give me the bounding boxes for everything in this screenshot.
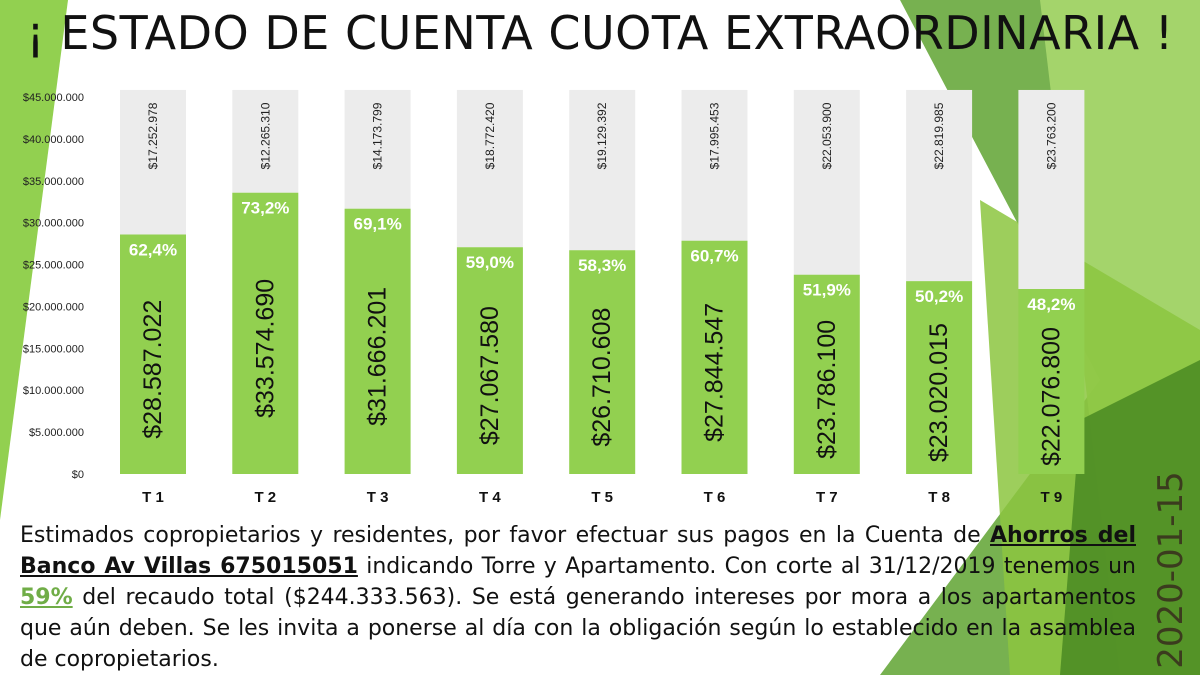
x-tick-label: T 2 (254, 489, 276, 506)
percent-label: 59,0% (466, 253, 514, 272)
payment-message: Estimados copropietarios y residentes, p… (20, 520, 1136, 675)
percent-label: 58,3% (578, 256, 626, 275)
x-tick-label: T 7 (816, 489, 838, 506)
pending-bar (569, 89, 636, 251)
paid-bar (681, 240, 748, 474)
y-tick-label: $25.000.000 (23, 260, 84, 272)
collection-percent: 59% (20, 585, 73, 610)
paid-bar (1018, 289, 1085, 474)
pending-bar (120, 89, 186, 235)
stacked-bar-chart: $0 $5.000.000 $10.000.000 $15.000.000 $20.00… (23, 89, 1085, 506)
x-tick-label: T 6 (704, 489, 726, 506)
pending-amount-label: $22.053.900 (820, 102, 834, 169)
x-tick-label: T 1 (142, 489, 164, 506)
message-end: del recaudo total ($244.333.563). Se est… (20, 585, 1136, 672)
y-tick-label: $5.000.000 (29, 427, 84, 439)
paid-amount-label: $22.076.800 (1037, 327, 1065, 466)
percent-label: 60,7% (690, 247, 738, 266)
page-title: ¡ ESTADO DE CUENTA CUOTA EXTRAORDINARIA … (26, 6, 1174, 60)
message-middle: indicando Torre y Apartamento. Con corte… (357, 554, 1137, 579)
pending-amount-label: $18.772.420 (483, 102, 497, 169)
pending-amount-label: $14.173.799 (371, 102, 385, 169)
paid-bar (569, 250, 636, 474)
x-tick-label: T 4 (479, 489, 501, 506)
paid-amount-label: $27.844.547 (701, 303, 729, 442)
y-tick-label: $0 (72, 469, 84, 481)
percent-label: 48,2% (1027, 295, 1075, 314)
percent-label: 69,1% (353, 215, 401, 234)
percent-label: 62,4% (129, 241, 177, 260)
y-tick-label: $35.000.000 (23, 176, 84, 188)
paid-bar (344, 208, 411, 474)
paid-amount-label: $27.067.580 (476, 306, 504, 445)
x-tick-label: T 5 (591, 489, 613, 506)
y-tick-label: $40.000.000 (23, 134, 84, 146)
pending-amount-label: $17.252.978 (146, 102, 160, 169)
x-tick-label: T 9 (1041, 489, 1063, 506)
message-intro: Estimados copropietarios y residentes, p… (20, 523, 991, 548)
paid-amount-label: $23.020.015 (925, 323, 953, 462)
pending-amount-label: $23.763.200 (1044, 102, 1058, 169)
y-tick-label: $30.000.000 (23, 218, 84, 230)
pending-bar (793, 89, 860, 275)
x-tick-label: T 8 (928, 489, 950, 506)
y-tick-label: $10.000.000 (23, 385, 84, 397)
pending-bar (906, 89, 973, 282)
pending-amount-label: $19.129.392 (595, 102, 609, 169)
percent-label: 51,9% (803, 281, 851, 300)
right-deep-green-shape (1060, 360, 1200, 675)
left-green-stripe (0, 0, 68, 520)
pending-bar (344, 89, 411, 209)
paid-amount-label: $33.574.690 (251, 279, 279, 418)
pending-amount-label: $22.819.985 (932, 102, 946, 169)
paid-amount-label: $23.786.100 (813, 320, 841, 459)
date-stamp-container: 2020-01-15 (1146, 470, 1196, 670)
pending-bar (232, 89, 299, 193)
y-tick-label: $45.000.000 (23, 92, 84, 104)
paid-bar (120, 234, 186, 474)
paid-bar (232, 192, 299, 475)
date-stamp: 2020-01-15 (1151, 471, 1191, 669)
paid-amount-label: $31.666.201 (364, 287, 392, 426)
paid-bar (793, 274, 860, 474)
pending-bar (681, 89, 748, 241)
percent-label: 50,2% (915, 287, 963, 306)
paid-bar (456, 247, 523, 474)
paid-bar (906, 281, 973, 474)
percent-label: 73,2% (241, 199, 289, 218)
y-tick-label: $15.000.000 (23, 343, 84, 355)
paid-amount-label: $28.587.022 (139, 300, 167, 439)
bank-account-text: Ahorros del Banco Av Villas 675015051 (20, 523, 1136, 579)
y-tick-label: $20.000.000 (23, 301, 84, 313)
pending-amount-label: $12.265.310 (258, 102, 272, 169)
pending-amount-label: $17.995.453 (708, 102, 722, 169)
paid-amount-label: $26.710.608 (588, 308, 616, 447)
x-tick-label: T 3 (367, 489, 389, 506)
pending-bar (456, 89, 523, 248)
pending-bar (1018, 89, 1085, 290)
